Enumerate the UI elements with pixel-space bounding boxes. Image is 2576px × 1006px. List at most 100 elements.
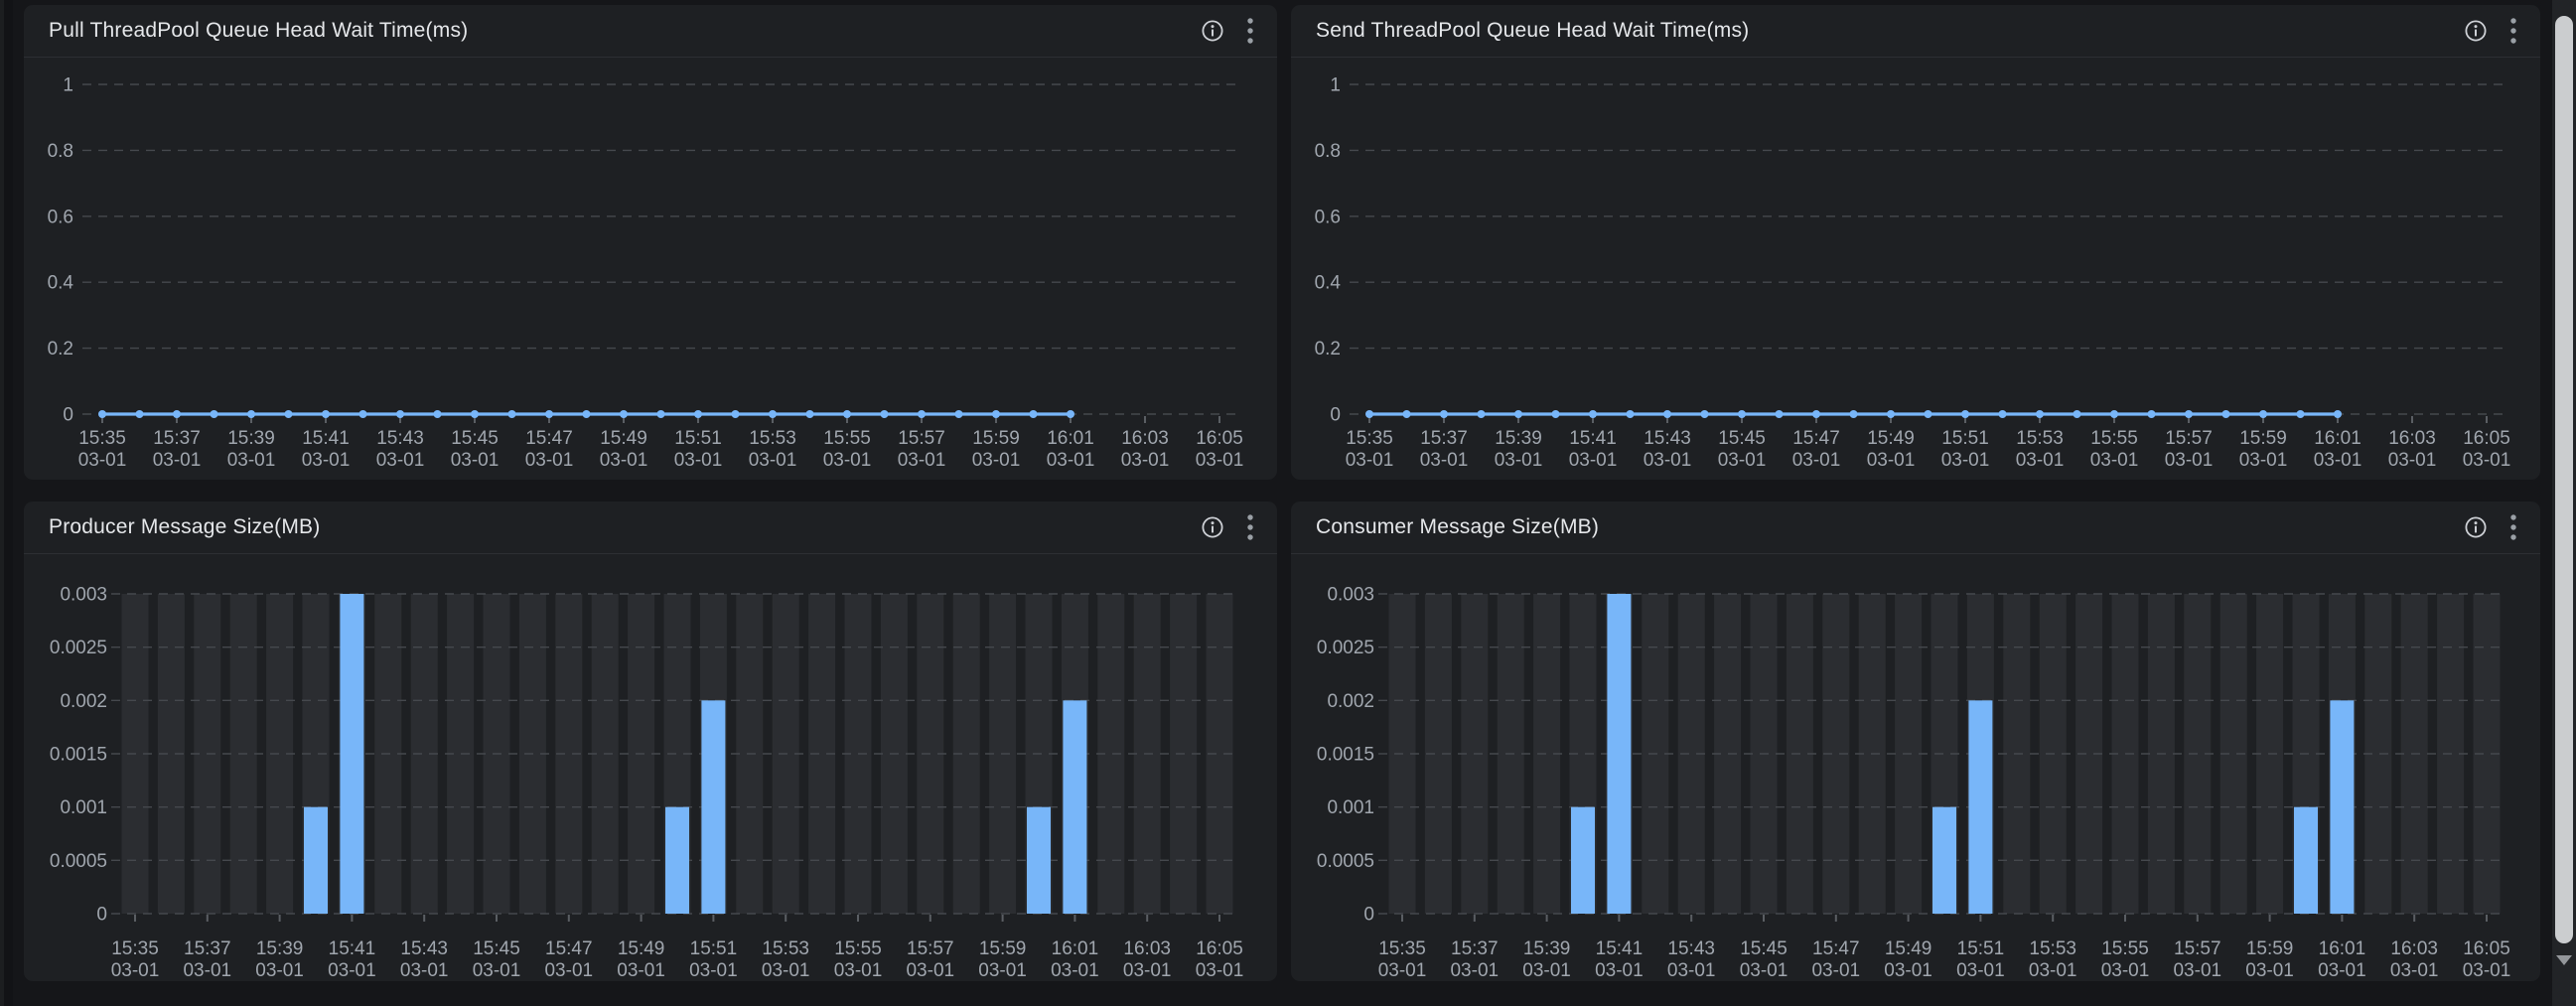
info-icon[interactable] (2463, 514, 2489, 540)
kebab-menu-icon[interactable] (2508, 513, 2518, 541)
svg-text:15:43: 15:43 (400, 938, 448, 959)
svg-text:15:47: 15:47 (545, 938, 593, 959)
svg-text:03-01: 03-01 (544, 960, 593, 981)
svg-text:15:35: 15:35 (1378, 938, 1426, 959)
left-edge-strip (0, 0, 4, 1006)
svg-text:03-01: 03-01 (749, 450, 797, 471)
svg-text:0.0025: 0.0025 (50, 638, 107, 658)
svg-text:03-01: 03-01 (1522, 960, 1571, 981)
panel-producer-message-size: Producer Message Size(MB) 0 0.0005 0.001 0.… (24, 502, 1277, 981)
svg-text:03-01: 03-01 (2173, 960, 2221, 981)
svg-text:03-01: 03-01 (2390, 960, 2439, 981)
svg-text:03-01: 03-01 (1941, 450, 1990, 471)
panel-title: Consumer Message Size(MB) (1316, 515, 1600, 538)
svg-text:15:51: 15:51 (674, 428, 722, 449)
info-icon[interactable] (1200, 18, 1225, 44)
svg-text:16:03: 16:03 (2390, 938, 2438, 959)
panel-actions (2463, 513, 2518, 541)
message-size-bar-chart[interactable]: 00.00050.0010.00150.0020.00250.00315:350… (24, 554, 1277, 982)
svg-text:15:45: 15:45 (451, 428, 499, 449)
svg-text:0: 0 (1330, 405, 1341, 426)
svg-text:03-01: 03-01 (328, 960, 376, 981)
svg-text:16:01: 16:01 (1047, 428, 1094, 449)
svg-text:15:55: 15:55 (2101, 938, 2149, 959)
svg-text:16:03: 16:03 (1121, 428, 1169, 449)
svg-text:03-01: 03-01 (1884, 960, 1932, 981)
svg-text:15:43: 15:43 (1667, 938, 1715, 959)
svg-text:03-01: 03-01 (2463, 960, 2511, 981)
svg-text:0.002: 0.002 (1327, 691, 1374, 712)
svg-text:15:57: 15:57 (907, 938, 954, 959)
svg-text:03-01: 03-01 (1495, 450, 1543, 471)
svg-text:15:53: 15:53 (2029, 938, 2076, 959)
scroll-down-arrow-icon[interactable] (2556, 955, 2572, 965)
panel-pull-threadpool-queue-head-wait-time: Pull ThreadPool Queue Head Wait Time(ms)… (24, 5, 1277, 480)
svg-text:16:05: 16:05 (2463, 938, 2510, 959)
svg-text:15:47: 15:47 (525, 428, 573, 449)
svg-text:16:03: 16:03 (1123, 938, 1171, 959)
svg-text:03-01: 03-01 (1792, 450, 1841, 471)
svg-text:03-01: 03-01 (473, 960, 521, 981)
svg-text:03-01: 03-01 (600, 450, 648, 471)
svg-text:0.003: 0.003 (60, 585, 107, 606)
info-icon[interactable] (2463, 18, 2489, 44)
svg-text:03-01: 03-01 (1051, 960, 1099, 981)
svg-text:0: 0 (1363, 905, 1374, 926)
svg-text:03-01: 03-01 (451, 450, 500, 471)
svg-text:03-01: 03-01 (1196, 960, 1244, 981)
scrollbar-thumb[interactable] (2555, 16, 2573, 943)
svg-text:03-01: 03-01 (2314, 450, 2362, 471)
svg-text:03-01: 03-01 (1196, 450, 1244, 471)
kebab-menu-icon[interactable] (1245, 17, 1255, 45)
svg-text:15:47: 15:47 (1812, 938, 1860, 959)
svg-text:15:59: 15:59 (979, 938, 1027, 959)
svg-text:03-01: 03-01 (2029, 960, 2077, 981)
svg-text:15:45: 15:45 (473, 938, 520, 959)
svg-text:16:05: 16:05 (1196, 428, 1243, 449)
info-icon[interactable] (1200, 514, 1225, 540)
svg-text:03-01: 03-01 (689, 960, 738, 981)
svg-text:03-01: 03-01 (1956, 960, 2005, 981)
wait-time-line-chart[interactable]: 00.20.40.60.8115:3503-0115:3703-0115:390… (24, 58, 1277, 480)
svg-text:15:45: 15:45 (1740, 938, 1788, 959)
svg-text:0.6: 0.6 (1315, 207, 1341, 227)
svg-text:03-01: 03-01 (2239, 450, 2288, 471)
svg-text:15:45: 15:45 (1718, 428, 1766, 449)
svg-text:15:59: 15:59 (2246, 938, 2294, 959)
panel-title: Send ThreadPool Queue Head Wait Time(ms) (1316, 19, 1750, 42)
panel-header: Producer Message Size(MB) (24, 502, 1277, 554)
svg-text:03-01: 03-01 (617, 960, 665, 981)
kebab-menu-icon[interactable] (1245, 513, 1255, 541)
panel-header: Send ThreadPool Queue Head Wait Time(ms) (1291, 5, 2540, 58)
svg-text:16:01: 16:01 (1052, 938, 1099, 959)
svg-text:03-01: 03-01 (898, 450, 946, 471)
left-edge-groove (4, 0, 13, 1006)
svg-text:03-01: 03-01 (834, 960, 883, 981)
svg-text:0.4: 0.4 (48, 273, 74, 294)
scrollbar[interactable] (2552, 0, 2576, 1006)
svg-text:15:37: 15:37 (184, 938, 231, 959)
svg-text:15:57: 15:57 (898, 428, 945, 449)
svg-text:03-01: 03-01 (2165, 450, 2214, 471)
svg-text:03-01: 03-01 (2101, 960, 2150, 981)
svg-text:15:59: 15:59 (972, 428, 1020, 449)
svg-text:15:41: 15:41 (329, 938, 376, 959)
svg-text:0.2: 0.2 (1315, 339, 1341, 359)
svg-text:15:51: 15:51 (690, 938, 738, 959)
svg-text:15:49: 15:49 (1867, 428, 1915, 449)
svg-text:15:41: 15:41 (1596, 938, 1644, 959)
svg-text:03-01: 03-01 (1121, 450, 1170, 471)
svg-text:0.0015: 0.0015 (50, 745, 107, 766)
svg-text:03-01: 03-01 (153, 450, 202, 471)
kebab-menu-icon[interactable] (2508, 17, 2518, 45)
svg-text:15:53: 15:53 (749, 428, 796, 449)
svg-text:03-01: 03-01 (1123, 960, 1172, 981)
svg-text:15:57: 15:57 (2174, 938, 2221, 959)
svg-text:16:05: 16:05 (1196, 938, 1243, 959)
svg-text:15:35: 15:35 (111, 938, 159, 959)
svg-text:03-01: 03-01 (972, 450, 1021, 471)
message-size-bar-chart[interactable]: 00.00050.0010.00150.0020.00250.00315:350… (1291, 554, 2540, 982)
svg-text:15:55: 15:55 (2090, 428, 2138, 449)
svg-text:03-01: 03-01 (2090, 450, 2139, 471)
wait-time-line-chart[interactable]: 00.20.40.60.8115:3503-0115:3703-0115:390… (1291, 58, 2540, 480)
